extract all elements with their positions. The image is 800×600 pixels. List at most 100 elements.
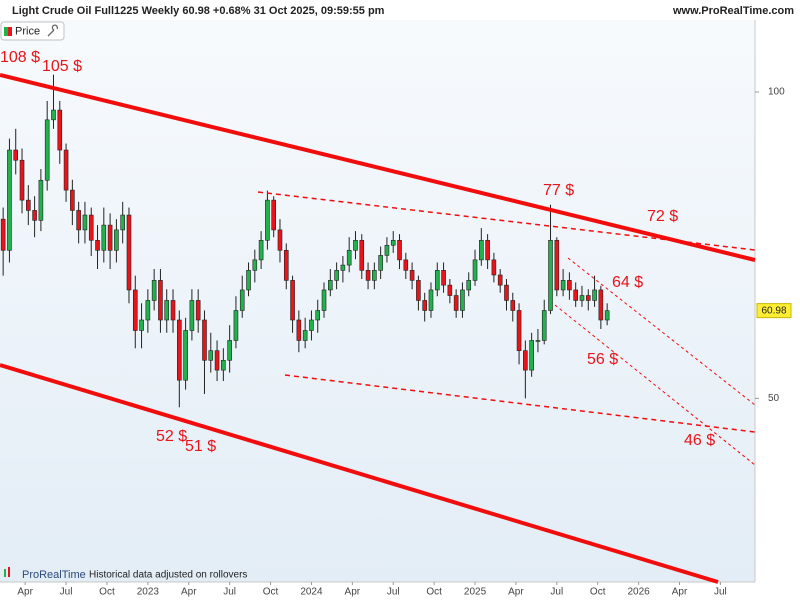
candle-body [221, 359, 226, 371]
candle-body [416, 280, 421, 301]
candle-body [573, 289, 578, 301]
candle-body [328, 280, 333, 291]
candle-body [277, 229, 283, 251]
source: www.ProRealTime.com [672, 5, 794, 17]
candle-body [403, 259, 409, 271]
annotation: 105 $ [42, 58, 82, 75]
dashed-support [284, 374, 756, 433]
candle-body [227, 340, 232, 361]
candle-body [422, 300, 427, 311]
candle-body [485, 239, 490, 261]
candle-body [183, 330, 188, 381]
candle-body [560, 280, 566, 291]
x-tick-label: Apr [672, 587, 688, 598]
candle-body [353, 239, 358, 251]
x-tick-label: Jul [714, 587, 727, 598]
short-channel-bottom [554, 304, 756, 466]
candle-body [239, 289, 245, 311]
x-tick-label: Apr [345, 587, 361, 598]
candle-body [434, 270, 440, 291]
plot-area [0, 20, 755, 582]
candle-body [321, 289, 327, 311]
candle-body [126, 214, 132, 291]
footer-logo [4, 569, 6, 577]
candle-body [214, 350, 220, 371]
x-tick-label: Jul [223, 587, 236, 598]
x-tick-label: Jul [387, 587, 400, 598]
candle-body [283, 249, 289, 281]
candle-body [567, 280, 572, 291]
candle-body [390, 239, 396, 246]
y-tick-label: 50 [768, 393, 780, 404]
candle-body [334, 270, 339, 281]
candle-body [598, 289, 604, 321]
candle-body [604, 310, 610, 321]
footer: ProRealTime Historical data adjusted on … [4, 567, 247, 581]
x-tick-label: Oct [263, 587, 279, 598]
x-tick-label: Apr [181, 587, 197, 598]
legend-icon-down [8, 27, 12, 36]
candle-body [472, 259, 478, 281]
candle-body [252, 259, 258, 271]
annotation: 108 $ [0, 49, 40, 66]
candles [0, 74, 610, 408]
footer-note: Historical data adjusted on rollovers [89, 570, 247, 581]
candle-body [428, 289, 434, 311]
candle-body [541, 310, 547, 341]
candle-body [44, 119, 50, 181]
candle-body [592, 289, 597, 301]
header-bar [0, 0, 800, 20]
candle-body [460, 289, 465, 311]
candle-body [409, 270, 415, 281]
candle-body [497, 274, 503, 286]
candle-body [302, 330, 308, 341]
candle-body [516, 310, 522, 351]
candle-body [378, 255, 383, 271]
x-tick-label: Jul [60, 587, 73, 598]
axes: 50 100 Apr Jul Oct 2023 Apr Jul Oct 2024 Apr Jul Oct… [17, 87, 792, 598]
candle-body [32, 210, 37, 221]
trend-lines [0, 73, 756, 584]
candle-body [290, 280, 295, 321]
candle-body [145, 300, 151, 321]
x-tick-label: Oct [590, 587, 606, 598]
last-price-label: 60.98 [761, 305, 786, 316]
candle-body [195, 300, 201, 321]
candle-body [466, 280, 472, 291]
candle-body [441, 270, 446, 286]
settings-icon[interactable] [47, 24, 59, 37]
annotation: 52 $ [156, 428, 187, 445]
candle-body [132, 289, 138, 331]
candle-body [82, 214, 88, 231]
candle-body [76, 210, 81, 231]
candle-body [535, 340, 541, 342]
candle-body [504, 284, 509, 301]
candle-body [139, 319, 144, 331]
candle-body [158, 280, 163, 321]
candle-body [63, 149, 69, 191]
footer-logo [8, 567, 10, 577]
candle-body [233, 310, 239, 341]
candle-body [384, 244, 390, 256]
candle-body [26, 199, 31, 211]
candle-body [164, 300, 170, 321]
candle-body [57, 109, 63, 151]
candle-body [19, 159, 25, 201]
candle-body [246, 270, 251, 291]
y-tick-label: 100 [768, 87, 785, 98]
x-tick-label: Apr [508, 587, 524, 598]
legend-button[interactable]: Price [0, 21, 65, 41]
last-price-tag [756, 303, 792, 319]
candle-body [296, 319, 302, 341]
candle-body [397, 239, 402, 261]
candle-body [585, 295, 591, 301]
x-tick-label: Apr [17, 587, 33, 598]
candle-body [13, 149, 19, 161]
candle-body [170, 300, 176, 321]
x-tick-label: 2025 [464, 587, 487, 598]
candle-body [529, 340, 534, 371]
candle-body [579, 295, 585, 301]
candle-body [151, 280, 157, 301]
candle-body [208, 350, 214, 361]
